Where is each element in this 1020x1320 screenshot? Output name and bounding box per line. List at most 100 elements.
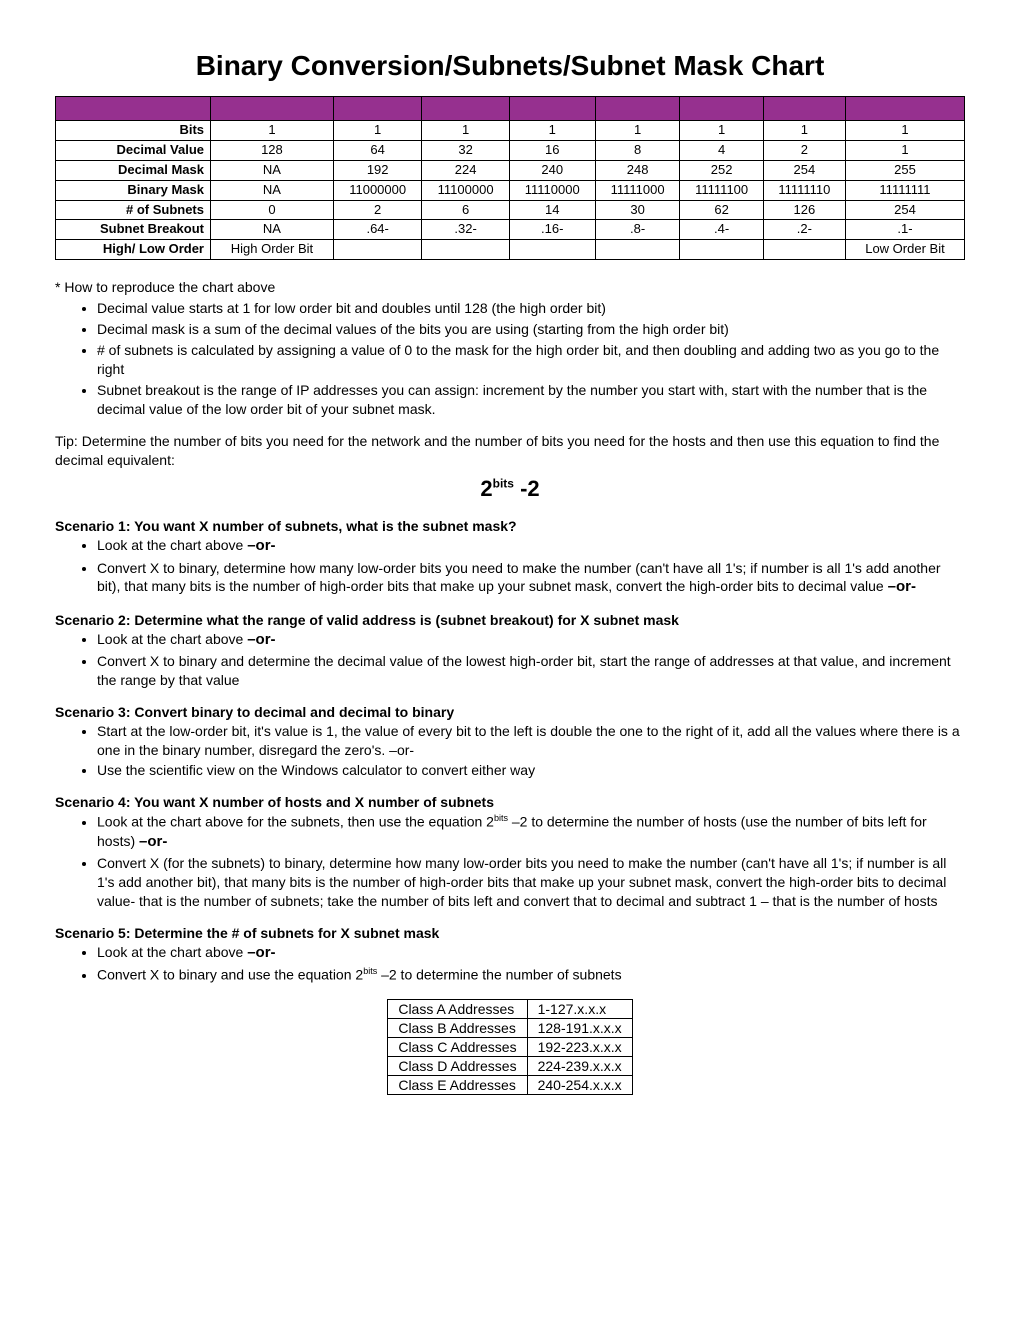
scenario1-bullets: Look at the chart above –or- Convert X t… (97, 536, 965, 597)
table-cell: 0 (211, 200, 334, 220)
scenario2-title: Scenario 2: Determine what the range of … (55, 612, 965, 628)
table-cell: 224-239.x.x.x (527, 1056, 632, 1075)
list-item: Subnet breakout is the range of IP addre… (97, 381, 965, 419)
main-chart-table: Bits 11111111 Decimal Value 128643216842… (55, 96, 965, 260)
table-cell: 1 (763, 121, 845, 141)
table-cell: Class B Addresses (388, 1018, 527, 1037)
table-cell: 255 (845, 160, 964, 180)
table-cell: 64 (333, 140, 422, 160)
list-item: Convert X (for the subnets) to binary, d… (97, 854, 965, 911)
table-cell: 192 (333, 160, 422, 180)
formula-exponent: bits (363, 966, 377, 976)
table-cell: 240-254.x.x.x (527, 1075, 632, 1094)
table-cell: 254 (763, 160, 845, 180)
table-cell: 1 (422, 121, 509, 141)
table-cell: 128-191.x.x.x (527, 1018, 632, 1037)
formula-base: 2 (480, 476, 492, 501)
reproduce-bullets: Decimal value starts at 1 for low order … (97, 299, 965, 418)
reproduce-lead: * How to reproduce the chart above (55, 278, 965, 297)
scenario5-bullets: Look at the chart above –or- Convert X t… (97, 943, 965, 985)
address-class-table: Class A Addresses1-127.x.x.x Class B Add… (387, 999, 632, 1095)
formula: 2bits -2 (55, 476, 965, 502)
tip-text: Tip: Determine the number of bits you ne… (55, 432, 965, 470)
or-text: –or- (247, 631, 275, 648)
table-cell: Class D Addresses (388, 1056, 527, 1075)
table-cell: 16 (509, 140, 595, 160)
table-cell: .32- (422, 220, 509, 240)
list-item: Look at the chart above for the subnets,… (97, 812, 965, 852)
table-cell: 252 (680, 160, 763, 180)
table-cell (763, 240, 845, 260)
list-item: Decimal mask is a sum of the decimal val… (97, 320, 965, 339)
or-text: –or- (139, 833, 167, 850)
table-cell: 240 (509, 160, 595, 180)
table-cell: 1-127.x.x.x (527, 999, 632, 1018)
table-cell: 1 (845, 140, 964, 160)
page-title: Binary Conversion/Subnets/Subnet Mask Ch… (55, 50, 965, 82)
table-cell: 224 (422, 160, 509, 180)
row-label: Subnet Breakout (56, 220, 211, 240)
row-label: Binary Mask (56, 180, 211, 200)
list-item: Convert X to binary, determine how many … (97, 559, 965, 598)
table-cell: 32 (422, 140, 509, 160)
formula-exponent: bits (493, 477, 514, 491)
table-cell: 1 (595, 121, 680, 141)
table-cell: 4 (680, 140, 763, 160)
table-cell: 2 (763, 140, 845, 160)
table-cell: 11111111 (845, 180, 964, 200)
table-cell: 14 (509, 200, 595, 220)
list-item: Start at the low-order bit, it's value i… (97, 722, 965, 760)
table-cell: 11100000 (422, 180, 509, 200)
table-cell: 1 (509, 121, 595, 141)
row-label: # of Subnets (56, 200, 211, 220)
table-cell: 30 (595, 200, 680, 220)
table-cell: 128 (211, 140, 334, 160)
table-cell: 2 (333, 200, 422, 220)
row-label: Decimal Mask (56, 160, 211, 180)
or-text: –or- (888, 578, 916, 595)
table-cell (595, 240, 680, 260)
scenario3-title: Scenario 3: Convert binary to decimal an… (55, 704, 965, 720)
scenario5-title: Scenario 5: Determine the # of subnets f… (55, 925, 965, 941)
list-item: Look at the chart above –or- (97, 630, 965, 650)
list-item: Convert X to binary and use the equation… (97, 965, 965, 985)
table-cell: 1 (211, 121, 334, 141)
table-cell: Class C Addresses (388, 1037, 527, 1056)
list-item: Look at the chart above –or- (97, 943, 965, 963)
table-cell: 254 (845, 200, 964, 220)
table-cell: 11110000 (509, 180, 595, 200)
table-cell: .4- (680, 220, 763, 240)
table-cell: NA (211, 180, 334, 200)
table-cell: 1 (845, 121, 964, 141)
scenario4-title: Scenario 4: You want X number of hosts a… (55, 794, 965, 810)
table-cell: .1- (845, 220, 964, 240)
table-cell: .64- (333, 220, 422, 240)
scenario4-bullets: Look at the chart above for the subnets,… (97, 812, 965, 910)
table-cell: 1 (333, 121, 422, 141)
table-cell (333, 240, 422, 260)
row-label: Bits (56, 121, 211, 141)
scenario1-title: Scenario 1: You want X number of subnets… (55, 518, 965, 534)
table-cell: 8 (595, 140, 680, 160)
table-cell (509, 240, 595, 260)
row-label: Decimal Value (56, 140, 211, 160)
table-cell: 11111110 (763, 180, 845, 200)
table-cell: NA (211, 220, 334, 240)
table-cell: Class A Addresses (388, 999, 527, 1018)
table-cell: 62 (680, 200, 763, 220)
table-cell: 192-223.x.x.x (527, 1037, 632, 1056)
scenario2-bullets: Look at the chart above –or- Convert X t… (97, 630, 965, 690)
or-text: –or- (247, 537, 275, 554)
table-cell: 11111000 (595, 180, 680, 200)
list-item: Convert X to binary and determine the de… (97, 652, 965, 690)
table-cell: 126 (763, 200, 845, 220)
table-cell: 6 (422, 200, 509, 220)
table-cell: High Order Bit (211, 240, 334, 260)
table-cell: Low Order Bit (845, 240, 964, 260)
table-cell (422, 240, 509, 260)
header-cell (56, 97, 211, 121)
list-item: Look at the chart above –or- (97, 536, 965, 556)
table-cell: 1 (680, 121, 763, 141)
table-cell: .16- (509, 220, 595, 240)
scenario3-bullets: Start at the low-order bit, it's value i… (97, 722, 965, 781)
